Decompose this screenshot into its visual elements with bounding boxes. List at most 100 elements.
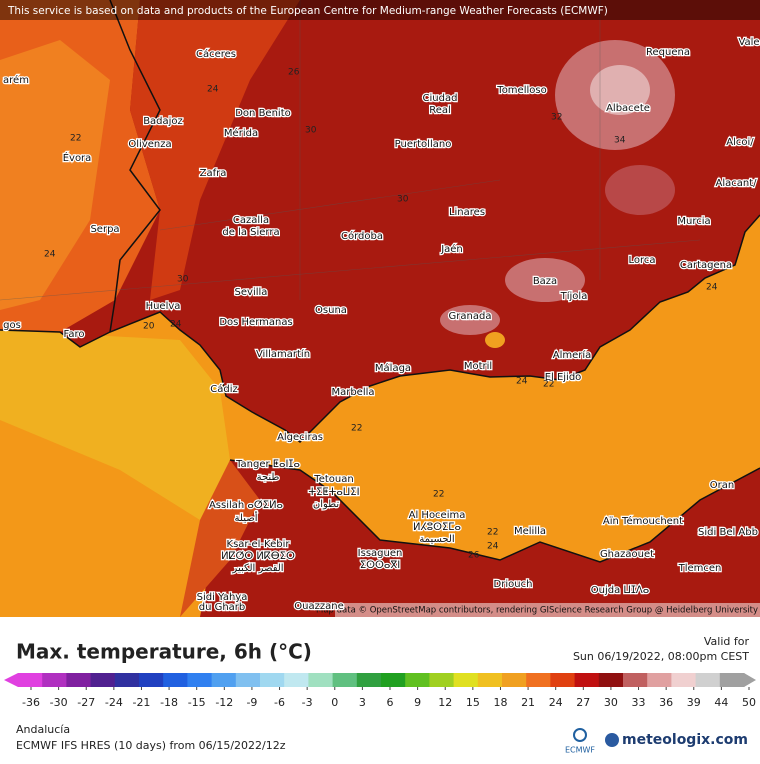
city-label: Almería — [553, 349, 592, 361]
colorbar-tick-label: -6 — [274, 696, 285, 709]
colorbar-tick-label: 30 — [604, 696, 618, 709]
colorbar-tick-label: 44 — [714, 696, 728, 709]
city-label: Assilah ⴰⵚⵉⵍⴰ — [209, 500, 283, 511]
colorbar-segment — [453, 673, 479, 687]
city-label: Oran — [710, 480, 734, 491]
city-label: ⵍⵇⵚⵔ ⵍⴽⴱⵉⵔ — [221, 551, 295, 562]
city-label: Sidi Bel Abb — [698, 527, 758, 538]
city-label: طنجة — [257, 472, 280, 483]
city-label: Ksar-el-Kebir — [227, 539, 291, 550]
city-label: Olivenza — [128, 139, 171, 150]
colorbar-tick-label: -24 — [105, 696, 123, 709]
colorbar-segment — [163, 673, 188, 687]
city-label: Jaén — [440, 243, 463, 255]
city-label: Ouazzane — [294, 601, 343, 612]
contour-label: 34 — [614, 136, 626, 146]
city-label: Dos Hermanas — [219, 317, 292, 328]
contour-label: 30 — [177, 275, 189, 285]
colorbar-arrow-left — [4, 673, 18, 687]
colorbar-tick-label: 39 — [687, 696, 701, 709]
city-label: Badajoz — [143, 116, 183, 127]
city-label: القصر الكبير — [231, 563, 283, 574]
colorbar-segment — [574, 673, 600, 687]
colorbar-segment — [598, 673, 624, 687]
colorbar-segment — [187, 673, 213, 687]
city-label: Cartagena — [680, 260, 732, 271]
city-label: Évora — [63, 151, 92, 164]
colorbar-tick-label: -15 — [188, 696, 206, 709]
city-label: ⵉⵙⵙⴰⴳⵏ — [360, 560, 400, 571]
city-label: Osuna — [315, 305, 347, 316]
city-label: Granada — [449, 311, 492, 322]
city-label: Baza — [533, 276, 557, 287]
city-label: Cazalla — [233, 215, 269, 226]
city-label: Marbella — [331, 387, 374, 398]
colorbar: -36 -30 -27 -24 -21 -18 -15 -12 -9 -6 -3 0 3 6 9 12 15 18… — [4, 673, 756, 709]
colorbar-tick-label: 6 — [387, 696, 394, 709]
colorbar-tick-label: 12 — [438, 696, 452, 709]
city-label: Cáceres — [196, 48, 236, 60]
valid-time: Sun 06/19/2022, 08:00pm CEST — [573, 650, 749, 663]
colorbar-segment — [18, 673, 43, 687]
colorbar-tick-label: -27 — [77, 696, 95, 709]
logo-icon — [605, 733, 619, 747]
colorbar-segment — [671, 673, 697, 687]
model: ECMWF IFS HRES (10 days) from 06/15/2022… — [16, 739, 286, 752]
contour-label: 24 — [487, 542, 499, 552]
colorbar-tick-label: 15 — [466, 696, 480, 709]
colorbar-tick-label: 27 — [576, 696, 590, 709]
colorbar-segment — [356, 673, 382, 687]
colorbar-arrow-right — [744, 673, 756, 687]
contour-label: 32 — [551, 113, 562, 123]
contour-label: 22 — [433, 490, 444, 500]
city-label: Tlemcen — [678, 563, 722, 574]
city-label: gos — [3, 320, 21, 331]
city-label: Issaguen — [358, 548, 403, 559]
city-label: Ghazaouet — [600, 549, 654, 560]
colorbar-tick-label: 9 — [414, 696, 421, 709]
valid-label: Valid for — [704, 635, 750, 648]
city-label: Vale — [738, 37, 759, 48]
city-label: أصيلة — [235, 511, 258, 524]
notice: This service is based on data and produc… — [7, 5, 608, 17]
city-label: Linares — [449, 207, 485, 218]
city-label: arém — [3, 74, 29, 86]
colorbar-tick-label: 0 — [331, 696, 338, 709]
city-label: Villamartín — [256, 348, 310, 360]
city-label: Real — [429, 105, 451, 116]
colorbar-segment — [332, 673, 358, 687]
colorbar-tick-label: 24 — [549, 696, 563, 709]
city-label: Zafra — [200, 168, 227, 179]
contour-label: 30 — [397, 195, 409, 205]
ecmwf-icon — [573, 728, 587, 742]
contour-label: 26 — [468, 551, 480, 561]
colorbar-segment — [623, 673, 648, 687]
city-label: Serpa — [90, 224, 119, 235]
city-label: Alacant/ — [715, 178, 757, 189]
ecmwf-logo: ECMWF — [565, 746, 595, 755]
colorbar-tick-label: -9 — [246, 696, 257, 709]
colorbar-tick-label: -12 — [215, 696, 233, 709]
colorbar-segment — [405, 673, 430, 687]
city-label: Alcoi/ — [726, 137, 754, 148]
city-label: du Gharb — [199, 602, 246, 613]
city-label: الحسيمة — [419, 534, 454, 545]
contour-label: 30 — [305, 126, 317, 136]
region: Andalucía — [16, 723, 70, 736]
contour-label: 22 — [543, 380, 554, 390]
colorbar-segment — [114, 673, 140, 687]
colorbar-tick-label: -36 — [22, 696, 40, 709]
colorbar-segment — [211, 673, 237, 687]
colorbar-tick-label: -21 — [132, 696, 150, 709]
contour-label: 22 — [70, 134, 81, 144]
city-label: Murcia — [677, 216, 710, 227]
colorbar-segment — [502, 673, 527, 687]
city-label: Aïn Témouchent — [603, 515, 683, 527]
colorbar-segment — [429, 673, 455, 687]
colorbar-segment — [90, 673, 116, 687]
legend: Max. temperature, 6h (°C) Valid for Sun … — [4, 635, 756, 755]
map: This service is based on data and produc… — [0, 0, 760, 617]
logo: meteologix.com — [622, 732, 748, 748]
city-label: Tanger ⵟⴰⵏⵊⴰ — [235, 459, 300, 470]
